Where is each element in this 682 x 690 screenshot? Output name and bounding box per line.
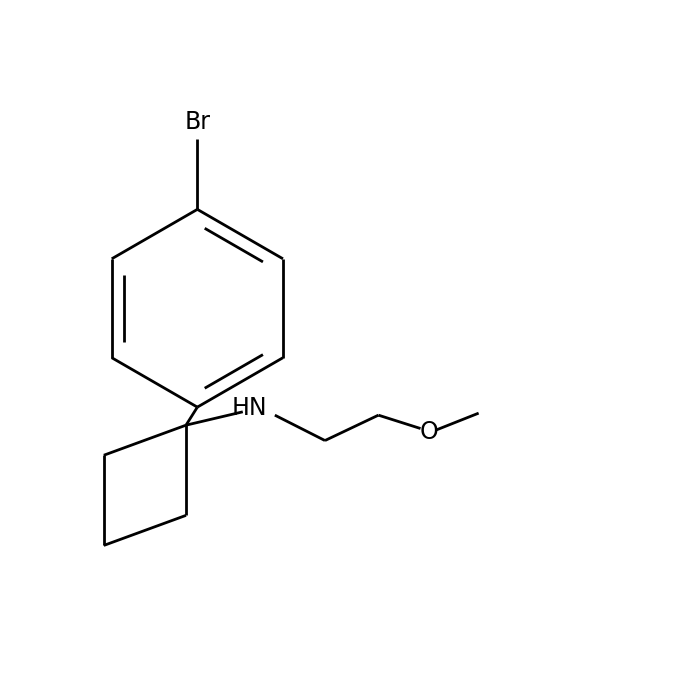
Text: HN: HN (232, 397, 267, 420)
Text: Br: Br (184, 110, 210, 134)
Text: O: O (419, 420, 438, 444)
